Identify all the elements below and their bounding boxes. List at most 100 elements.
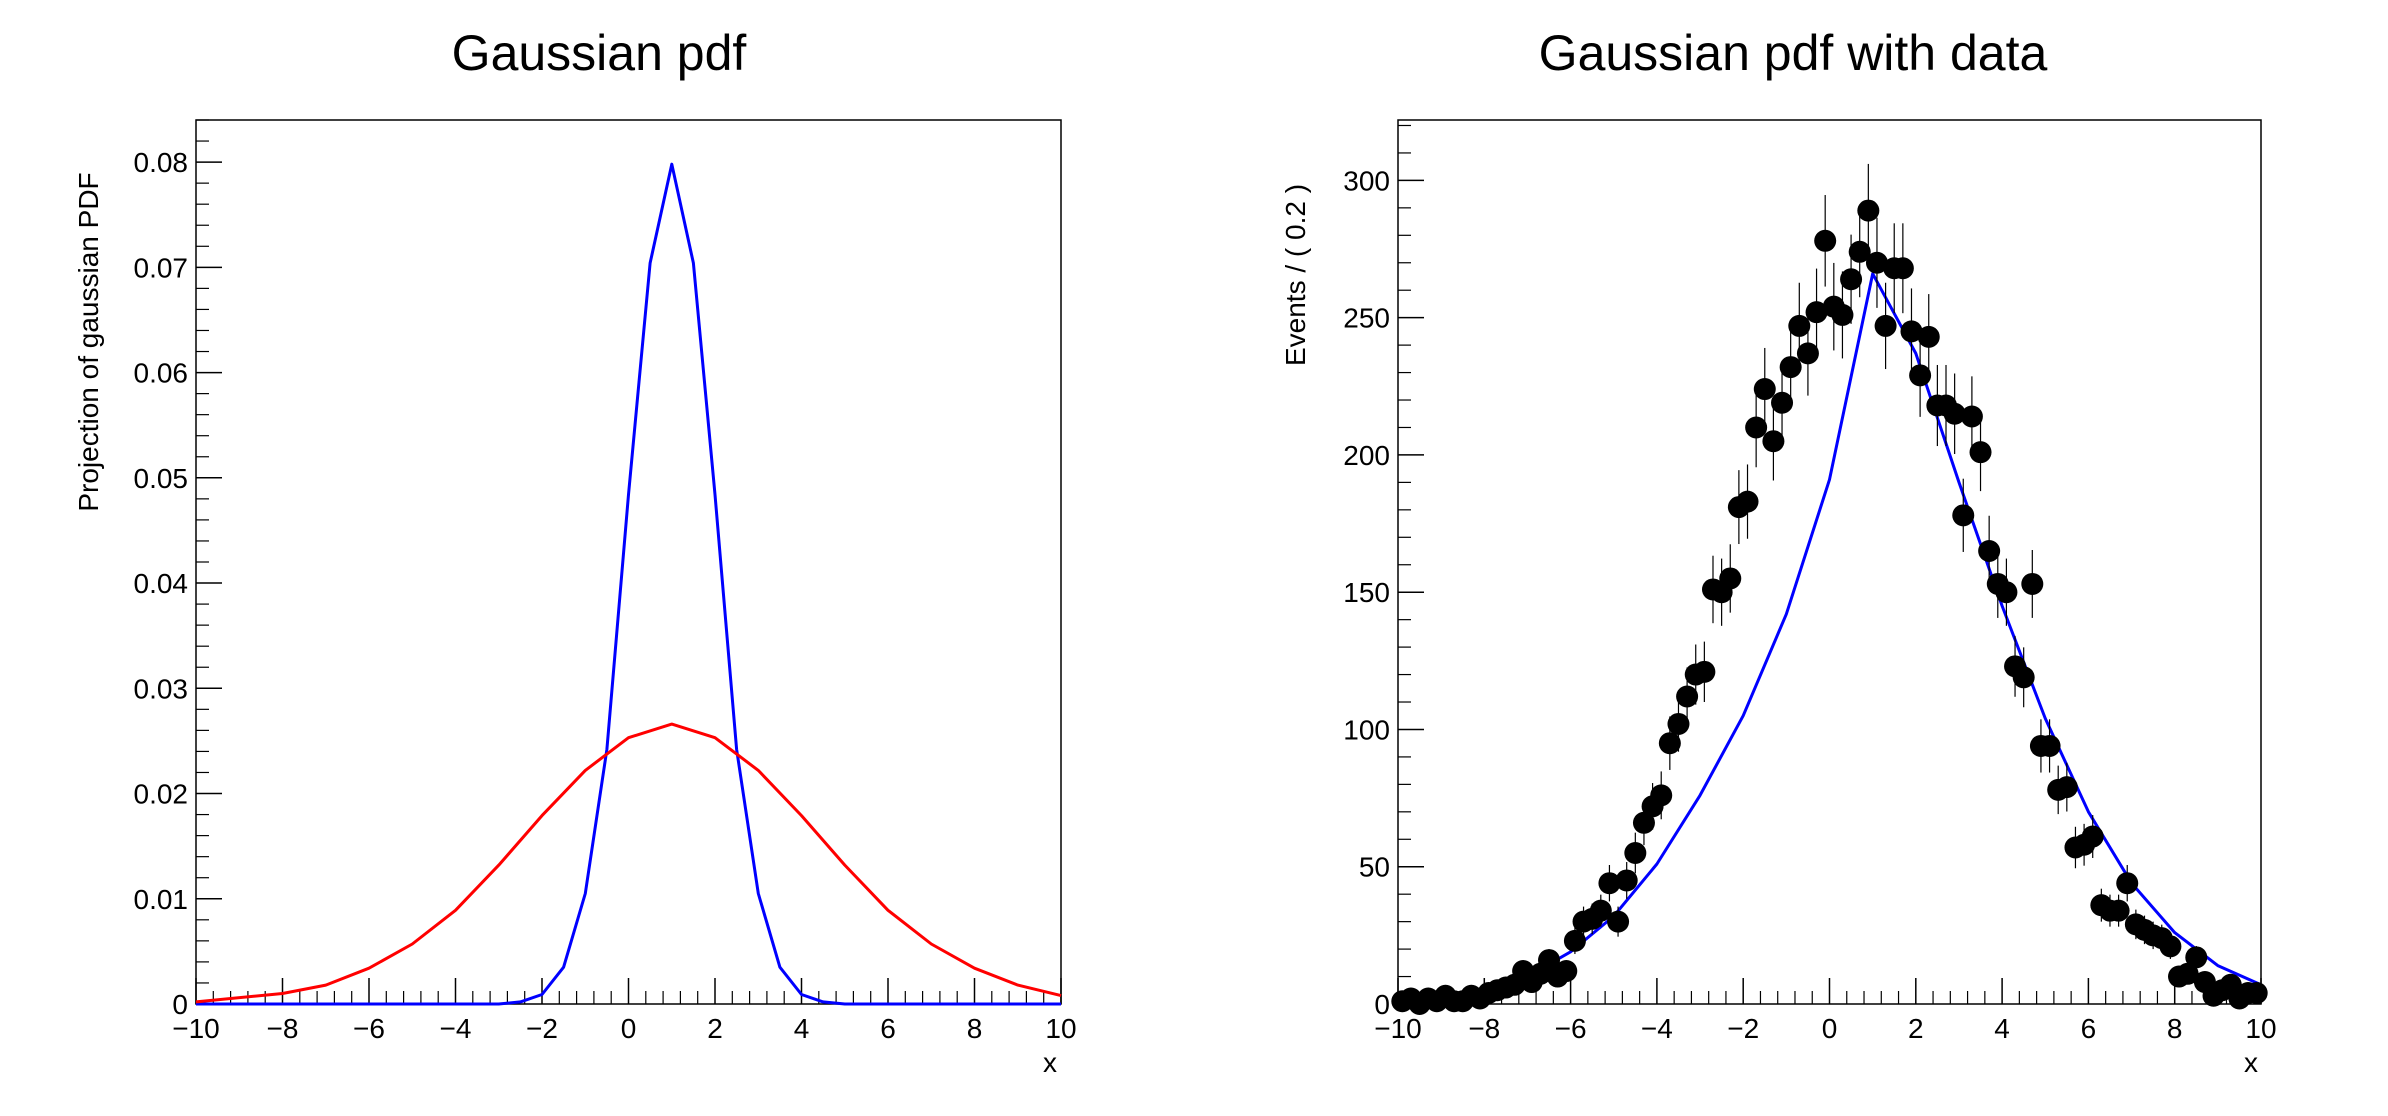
data-marker [1624, 842, 1647, 865]
left-x-tick-label: 0 [621, 1013, 637, 1044]
data-marker [2021, 572, 2044, 595]
data-point [1865, 217, 1888, 308]
data-point [1745, 387, 1768, 468]
left-axis-ticks: −10 −8 −6 −4 −2 0 2 4 6 8 10 0 0.01 0.02 0.03 0.04 0.05 0… [134, 119, 1077, 1044]
data-point [1978, 515, 2001, 587]
left-y-tick-label: 0.05 [134, 463, 189, 494]
data-point [1563, 927, 1586, 955]
data-point [2185, 946, 2208, 969]
data-point [1805, 268, 1828, 356]
data-marker [1650, 784, 1673, 807]
data-point [1667, 696, 1690, 752]
right-plot-frame [1397, 119, 2262, 1005]
data-marker [1598, 872, 1621, 895]
data-point [1848, 206, 1871, 298]
data-marker [1762, 430, 1785, 453]
right-panel: Gaussian pdf with data Events / ( 0.2 ) … [1280, 25, 2277, 1078]
data-marker [1857, 199, 1880, 222]
data-point [1624, 832, 1647, 874]
left-x-tick-label: −6 [353, 1013, 385, 1044]
data-marker [1589, 899, 1612, 922]
data-point [1969, 413, 1992, 492]
left-x-tick-label: −8 [267, 1013, 299, 1044]
data-marker [1978, 540, 2001, 563]
data-marker [1719, 567, 1742, 590]
right-x-axis-label: x [2244, 1047, 2258, 1078]
left-chart-title: Gaussian pdf [452, 25, 747, 81]
data-point [1555, 960, 1578, 983]
data-point [1960, 376, 1983, 457]
data-marker [2038, 734, 2061, 757]
data-marker [1615, 869, 1638, 892]
data-point [2245, 982, 2268, 1005]
right-x-tick-label: 4 [1994, 1013, 2010, 1044]
data-marker [2185, 946, 2208, 969]
left-y-tick-label: 0.07 [134, 252, 189, 283]
right-x-tick-label: 6 [2081, 1013, 2097, 1044]
right-y-tick-label: 200 [1343, 440, 1390, 471]
data-marker [2055, 776, 2078, 799]
right-x-tick-label: −2 [1727, 1013, 1759, 1044]
left-x-tick-label: −10 [172, 1013, 220, 1044]
data-point [1857, 163, 1880, 258]
data-point [1909, 333, 1932, 417]
data-point [2081, 815, 2104, 858]
data-point [1917, 294, 1940, 380]
data-marker [1779, 356, 1802, 379]
data-marker [1891, 257, 1914, 280]
left-y-tick-label: 0.01 [134, 884, 189, 915]
data-marker [1745, 416, 1768, 439]
data-marker [1555, 960, 1578, 983]
right-chart-title: Gaussian pdf with data [1539, 25, 2048, 81]
data-point [2021, 550, 2044, 618]
left-x-axis-label: x [1043, 1047, 1057, 1078]
left-y-tick-label: 0.06 [134, 358, 189, 389]
data-point [1736, 464, 1759, 539]
left-y-tick-label: 0.04 [134, 568, 189, 599]
left-y-axis-label: Projection of gaussian PDF [73, 172, 104, 511]
data-marker [1632, 811, 1655, 834]
data-point [1598, 864, 1621, 902]
data-marker [1831, 303, 1854, 326]
data-point [2012, 647, 2035, 708]
data-marker [1563, 929, 1586, 952]
data-point [1943, 373, 1966, 455]
right-y-tick-label: 150 [1343, 577, 1390, 608]
left-x-tick-label: −2 [526, 1013, 558, 1044]
left-y-tick-label: 0.03 [134, 673, 189, 704]
right-y-axis-label: Events / ( 0.2 ) [1280, 184, 1311, 366]
data-point [1693, 641, 1716, 703]
left-series-group [195, 162, 1062, 1006]
left-series-line-0 [196, 162, 1061, 1006]
data-marker [1676, 685, 1699, 708]
right-data-points [1391, 163, 2268, 1015]
data-point [1771, 362, 1794, 444]
data-point [1589, 894, 1612, 927]
right-y-tick-label: 0 [1374, 989, 1390, 1020]
data-marker [1960, 405, 1983, 428]
data-point [1796, 311, 1819, 396]
data-marker [1969, 441, 1992, 464]
left-y-tick-label: 0.08 [134, 147, 189, 178]
data-marker [1788, 314, 1811, 337]
right-y-tick-label: 50 [1359, 852, 1390, 883]
data-marker [1693, 660, 1716, 683]
data-marker [1814, 229, 1837, 252]
data-point [1607, 906, 1630, 937]
data-marker [1753, 378, 1776, 401]
data-point [1900, 288, 1923, 375]
right-x-tick-label: −4 [1641, 1013, 1673, 1044]
data-marker [2081, 825, 2104, 848]
data-marker [1805, 301, 1828, 324]
right-y-tick-label: 100 [1343, 714, 1390, 745]
data-point [2038, 719, 2061, 773]
data-point [2176, 962, 2199, 985]
data-marker [1865, 251, 1888, 274]
data-point [1874, 282, 1897, 370]
left-x-tick-label: 2 [707, 1013, 723, 1044]
left-x-tick-label: 8 [967, 1013, 983, 1044]
data-marker [1995, 581, 2018, 604]
right-x-tick-label: −6 [1555, 1013, 1587, 1044]
data-marker [1874, 314, 1897, 337]
